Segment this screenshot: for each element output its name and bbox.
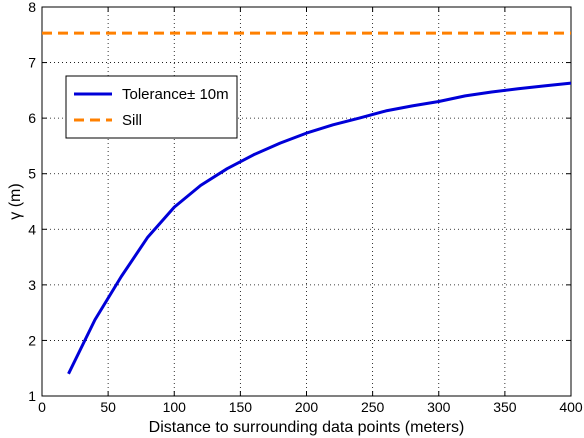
y-axis-label: γ (m)	[7, 183, 24, 219]
y-tick-label: 8	[28, 0, 36, 15]
x-tick-label: 300	[427, 399, 451, 415]
legend-label: Tolerance± 10m	[122, 86, 229, 103]
legend: Tolerance± 10m Sill	[65, 75, 238, 139]
x-tick-label: 400	[559, 399, 583, 415]
x-tick-label: 150	[229, 399, 253, 415]
legend-box	[65, 75, 238, 139]
x-tick-label: 250	[361, 399, 385, 415]
y-tick-label: 5	[28, 166, 36, 182]
tolerance-line	[67, 81, 572, 375]
y-tick-label: 6	[28, 110, 36, 126]
x-tick-label: 350	[493, 399, 517, 415]
x-tick-label: 200	[295, 399, 319, 415]
y-tick-label: 3	[28, 277, 36, 293]
x-tick-label: 50	[100, 399, 116, 415]
grid-layer	[42, 7, 571, 396]
x-axis-label: Distance to surrounding data points (met…	[149, 419, 465, 436]
y-tick-label: 4	[28, 221, 36, 237]
legend-label: Sill	[122, 112, 142, 129]
x-tick-label: 0	[38, 399, 46, 415]
y-tick-label: 2	[28, 332, 36, 348]
x-tick-label: 100	[163, 399, 187, 415]
plot-frame	[41, 6, 572, 397]
series-layer	[42, 31, 572, 375]
ticks-layer: 0 50 100 150 200 250 300 350 400 1 2 3 4 5 6 7 8	[28, 0, 583, 415]
y-tick-label: 7	[28, 55, 36, 71]
y-tick-label: 1	[28, 388, 36, 404]
